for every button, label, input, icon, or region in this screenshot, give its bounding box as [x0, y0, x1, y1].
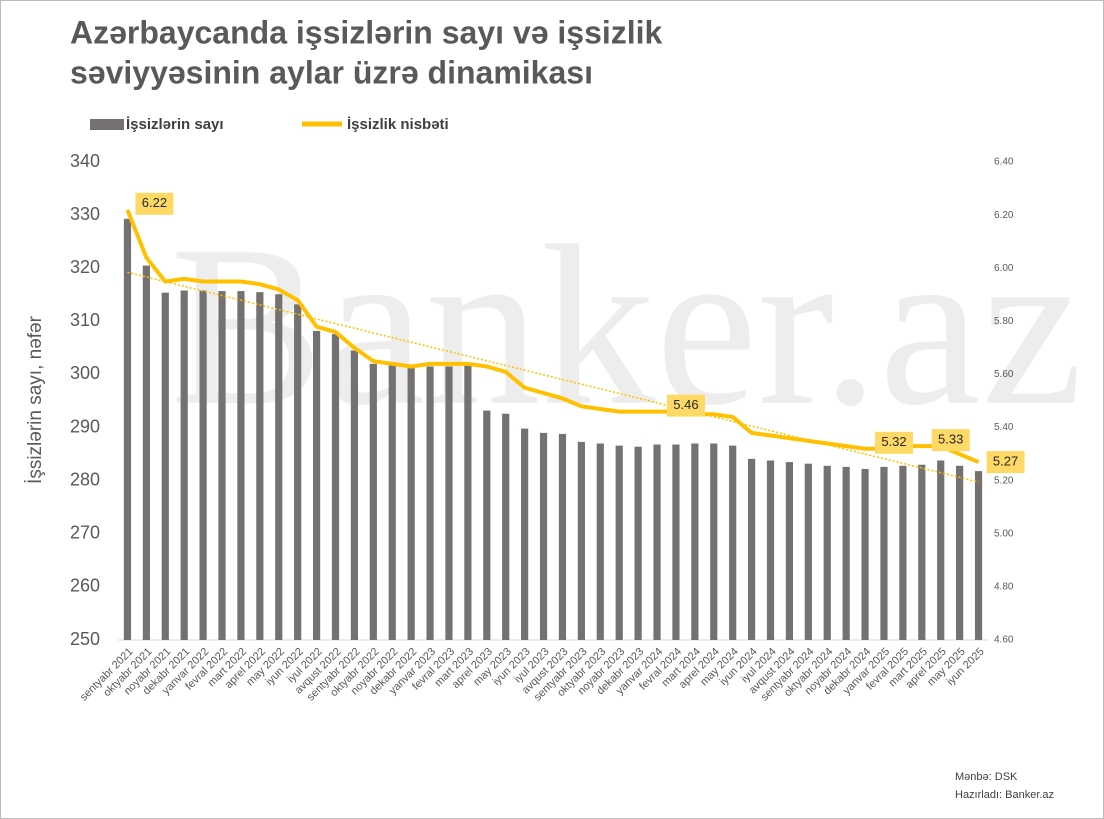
y-tick-label: 250 [70, 629, 100, 649]
legend-swatch [90, 119, 124, 130]
y-tick-label: 300 [70, 363, 100, 383]
y-tick-label: 270 [70, 523, 100, 543]
bar [123, 218, 132, 640]
line [125, 209, 980, 464]
bar [350, 350, 359, 640]
bar [180, 290, 188, 640]
bar [369, 363, 377, 640]
y2-tick-label: 5.20 [994, 475, 1014, 486]
bar [653, 444, 661, 640]
bar [331, 334, 340, 640]
data-label: 5.33 [938, 432, 963, 447]
y2-tick-label: 4.80 [994, 582, 1014, 593]
bar [521, 428, 529, 640]
bar [237, 291, 245, 640]
bar [842, 466, 850, 640]
bar [445, 366, 453, 640]
y2-tick-label: 5.80 [994, 316, 1014, 327]
bar [956, 465, 964, 640]
y2-tick-label: 6.40 [994, 157, 1014, 168]
bar [899, 465, 907, 640]
bar [861, 468, 869, 640]
y2-tick-label: 6.20 [994, 210, 1014, 221]
y-tick-label: 340 [70, 151, 100, 171]
y2-tick-label: 5.40 [994, 422, 1014, 433]
bar [691, 443, 699, 640]
chart-title: Azərbaycanda işsizlərin sayı və işsizlik [70, 14, 663, 50]
bar [766, 460, 775, 640]
bar [880, 466, 888, 640]
legend-label: İşsizlik nisbəti [347, 116, 449, 133]
data-label: 5.46 [673, 397, 698, 412]
bar [388, 364, 396, 640]
bar [823, 465, 831, 640]
data-label: 5.32 [881, 434, 906, 449]
y-tick-label: 320 [70, 257, 100, 277]
source: Hazırladı: Banker.az [955, 789, 1054, 801]
data-label: 6.22 [142, 195, 167, 210]
watermark: Banker.az [170, 198, 1083, 453]
y2-tick-label: 5.60 [994, 369, 1014, 380]
bar [464, 363, 472, 640]
y2-tick-label: 6.00 [994, 263, 1014, 274]
bar [974, 471, 983, 640]
bar [937, 460, 945, 640]
bar [294, 304, 302, 640]
bar [596, 443, 604, 640]
bar [747, 458, 756, 640]
data-label-box [874, 431, 913, 454]
bar [256, 292, 264, 640]
bar [539, 432, 548, 640]
bar [407, 368, 415, 640]
bar [558, 433, 567, 640]
bar [426, 366, 434, 640]
bar [634, 446, 642, 640]
y-tick-label: 290 [70, 416, 100, 436]
bar [804, 463, 812, 640]
bar [710, 443, 718, 640]
bar [729, 445, 737, 640]
y2-tick-label: 5.00 [994, 528, 1014, 539]
bar [199, 290, 207, 640]
data-label: 5.27 [993, 454, 1018, 469]
data-label-box [135, 192, 174, 215]
bar [483, 410, 491, 640]
data-label-box [931, 429, 970, 452]
y2-tick-label: 4.60 [994, 635, 1014, 646]
bar [218, 291, 226, 640]
bar [577, 441, 585, 640]
bar [615, 445, 623, 640]
bar [275, 294, 283, 640]
y-tick-label: 330 [70, 204, 100, 224]
data-label-box [986, 451, 1025, 474]
legend-label: İşsizlərin sayı [126, 116, 224, 133]
y-axis-title: İşsizlərin sayı, nəfər [25, 315, 46, 484]
data-label-box [666, 394, 705, 417]
y-tick-label: 310 [70, 310, 100, 330]
bar [785, 462, 794, 640]
source: Mənbə: DSK [955, 771, 1018, 783]
chart-title: səviyyəsinin aylar üzrə dinamikası [70, 54, 593, 90]
bar [142, 265, 150, 640]
bar [312, 330, 321, 640]
bar [502, 413, 510, 640]
y-tick-label: 280 [70, 469, 100, 489]
y-tick-label: 260 [70, 576, 100, 596]
bar [672, 444, 680, 640]
bar [918, 464, 926, 640]
bar [161, 292, 169, 640]
